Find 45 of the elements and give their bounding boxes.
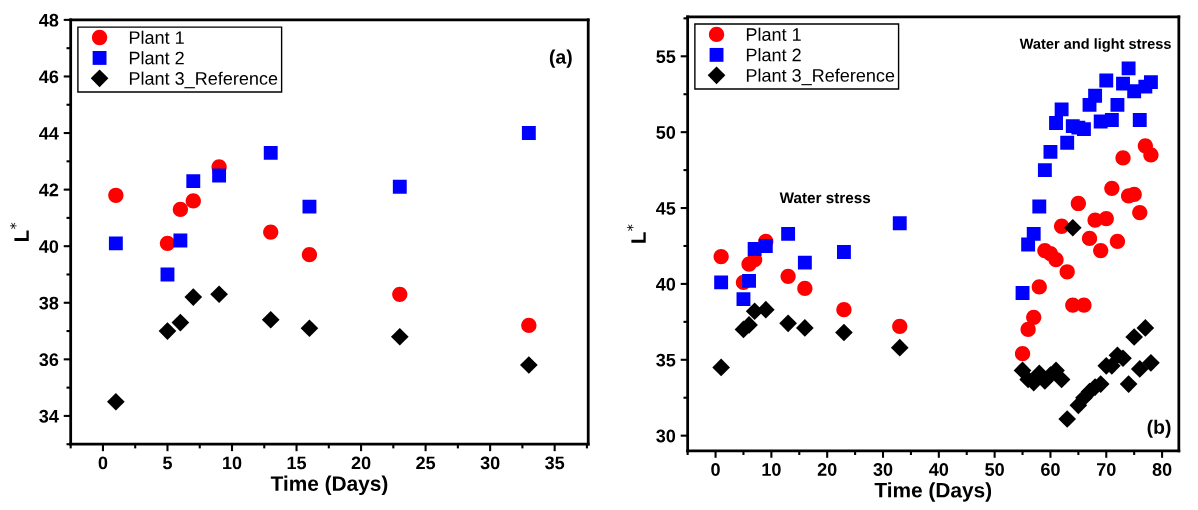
y-tick-label: 50 (656, 126, 676, 139)
y-tick-label: 46 (39, 70, 59, 84)
y-axis-title: L$^{*}$ (9, 222, 29, 242)
y-tick-label: 36 (39, 353, 59, 367)
y-tick-label: 30 (656, 429, 676, 443)
legend-label: Plant 1 (129, 30, 184, 44)
x-tick-label: 70 (1097, 463, 1116, 476)
x-tick-label: 20 (817, 463, 837, 476)
y-tick-label: 35 (656, 353, 676, 367)
y-tick-label: 40 (39, 240, 59, 253)
x-tick-label: 20 (351, 456, 371, 470)
x-tick-label: 5 (163, 456, 172, 470)
y-tick-label: 42 (39, 183, 59, 197)
y-tick-label: 55 (656, 50, 676, 64)
y-tick-label: 34 (39, 409, 59, 423)
y-tick-label: 48 (39, 13, 59, 27)
x-tick-label: 0 (98, 456, 108, 470)
y-tick-label: 45 (656, 202, 676, 215)
x-tick-label: 10 (223, 456, 242, 470)
x-tick-label: 80 (1152, 463, 1172, 476)
annotation: (b) (1147, 419, 1171, 438)
x-tick-label: 30 (480, 456, 500, 470)
annotation: Water stress (779, 192, 871, 204)
x-tick-label: 0 (711, 463, 720, 476)
x-tick-label: 25 (416, 456, 436, 470)
annotation: (a) (549, 49, 572, 68)
x-tick-label: 30 (873, 463, 893, 476)
legend-label: Plant 2 (129, 51, 184, 65)
x-tick-label: 35 (545, 456, 565, 470)
x-tick-label: 40 (929, 463, 949, 476)
y-tick-label: 44 (39, 127, 59, 140)
y-tick-label: 40 (656, 277, 676, 291)
annotation: Water and light stress (1019, 38, 1171, 52)
x-tick-label: 10 (762, 463, 781, 476)
x-tick-label: 50 (985, 463, 1004, 476)
legend-label: Plant 3_Reference (129, 71, 278, 89)
legend-label: Plant 1 (746, 27, 801, 41)
x-tick-label: 60 (1041, 463, 1060, 476)
legend-label: Plant 2 (746, 48, 801, 62)
x-axis-title: Time (Days) (874, 482, 992, 502)
y-tick-label: 38 (39, 296, 59, 310)
y-axis-title: L$^{*}$ (626, 224, 646, 243)
x-axis-title: Time (Days) (270, 475, 388, 496)
legend-label: Plant 3_Reference (746, 68, 895, 86)
x-tick-label: 15 (287, 456, 307, 470)
